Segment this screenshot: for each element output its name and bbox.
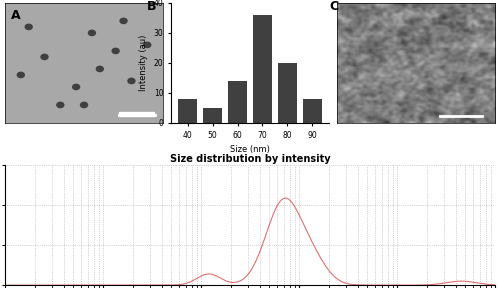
Bar xyxy=(253,15,272,123)
Text: B: B xyxy=(148,1,157,14)
Circle shape xyxy=(88,30,96,35)
Text: A: A xyxy=(12,9,21,22)
Bar xyxy=(278,63,297,123)
Circle shape xyxy=(96,66,103,72)
Bar xyxy=(119,112,154,116)
Bar xyxy=(178,99,197,123)
Bar xyxy=(303,99,322,123)
Circle shape xyxy=(80,102,87,108)
Circle shape xyxy=(120,18,127,24)
Y-axis label: Intensity (au): Intensity (au) xyxy=(139,35,148,91)
Bar xyxy=(203,108,222,123)
Circle shape xyxy=(144,42,150,48)
Circle shape xyxy=(57,102,64,108)
Title: Size distribution by intensity: Size distribution by intensity xyxy=(170,154,330,164)
Bar xyxy=(228,81,247,123)
Circle shape xyxy=(25,24,32,30)
Text: C: C xyxy=(329,1,338,14)
Circle shape xyxy=(18,72,24,77)
Circle shape xyxy=(128,78,135,84)
X-axis label: Size (nm): Size (nm) xyxy=(230,145,270,154)
Circle shape xyxy=(72,84,80,90)
Circle shape xyxy=(41,54,48,60)
Circle shape xyxy=(112,48,119,54)
